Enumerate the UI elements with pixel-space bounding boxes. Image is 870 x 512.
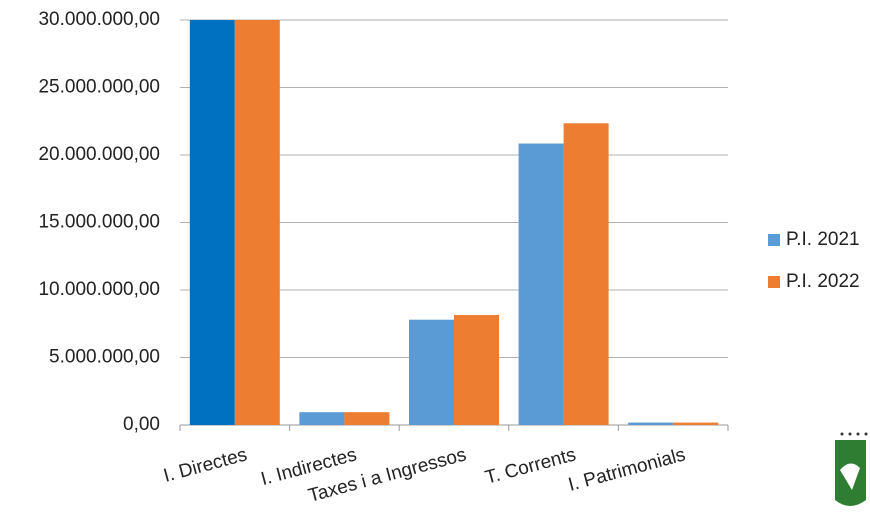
legend-swatch (768, 234, 780, 246)
legend-swatch (768, 276, 780, 288)
bar (189, 20, 235, 425)
bar (628, 422, 674, 425)
bar (673, 422, 719, 425)
y-tick-label: 0,00 (123, 414, 160, 435)
x-tick-label: I. Patrimonials (566, 444, 688, 495)
y-tick-label: 20.000.000,00 (38, 144, 160, 165)
legend-label: P.I. 2021 (786, 229, 860, 250)
x-tick-label: I. Directes (161, 444, 249, 486)
y-tick-label: 30.000.000,00 (38, 9, 160, 30)
y-tick-label: 5.000.000,00 (49, 347, 160, 368)
bar (409, 319, 454, 425)
x-tick-label: T. Corrents (483, 444, 578, 488)
legend-label: P.I. 2022 (786, 271, 860, 292)
y-tick-label: 10.000.000,00 (38, 279, 160, 300)
y-tick-label: 15.000.000,00 (38, 212, 160, 233)
bar (344, 412, 390, 425)
y-tick-label: 25.000.000,00 (38, 77, 160, 98)
bar (234, 20, 280, 425)
bar (518, 143, 564, 425)
bar (454, 314, 499, 425)
bar (299, 412, 345, 425)
logo (835, 432, 868, 506)
bar (563, 123, 609, 426)
